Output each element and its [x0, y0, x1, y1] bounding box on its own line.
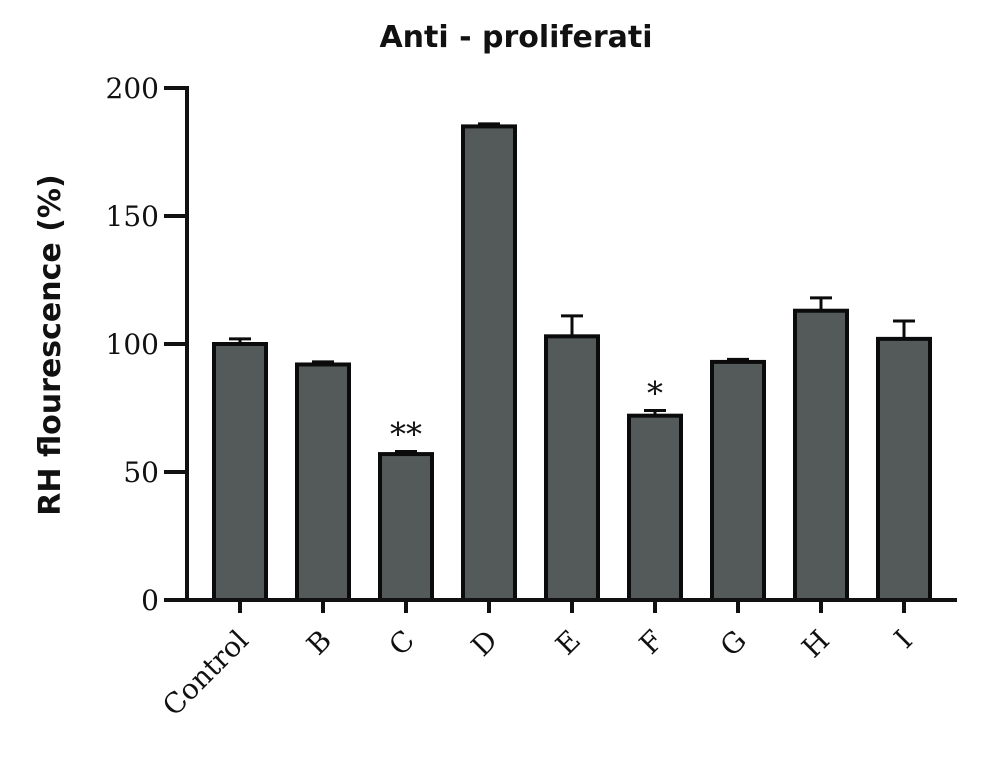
bar-c [378, 452, 434, 602]
bar-e [544, 334, 600, 602]
plot-area: Control B ** C D E * F G H I 0 50 100 150 200 [106, 72, 957, 722]
x-tick-label: B [300, 624, 338, 662]
x-tick-label: D [465, 624, 504, 663]
bar-g [710, 359, 766, 603]
bar-control [212, 342, 268, 602]
x-tick-label: I [888, 624, 919, 655]
x-tick-label: F [633, 624, 670, 661]
x-tick-label: Control [156, 624, 255, 723]
bar-b [295, 362, 351, 603]
x-tick-label: H [795, 624, 836, 665]
bar-f [627, 413, 683, 602]
x-tick-label: E [549, 624, 587, 662]
y-tick-label: 100 [106, 328, 159, 361]
chart-title: Anti - proliferati [379, 20, 652, 55]
x-tick-label: G [714, 624, 753, 663]
y-tick-label: 200 [106, 72, 159, 105]
bar-d [461, 124, 517, 603]
bar-i [876, 336, 932, 602]
significance-marker: * [647, 375, 663, 413]
bar-h [793, 308, 849, 602]
y-tick-label: 0 [141, 584, 159, 617]
x-tick-label: C [382, 624, 420, 662]
y-tick-label: 150 [106, 200, 159, 233]
significance-marker: ** [390, 416, 422, 454]
y-axis-label: RH flourescence (%) [33, 174, 68, 515]
y-tick-label: 50 [123, 456, 159, 489]
